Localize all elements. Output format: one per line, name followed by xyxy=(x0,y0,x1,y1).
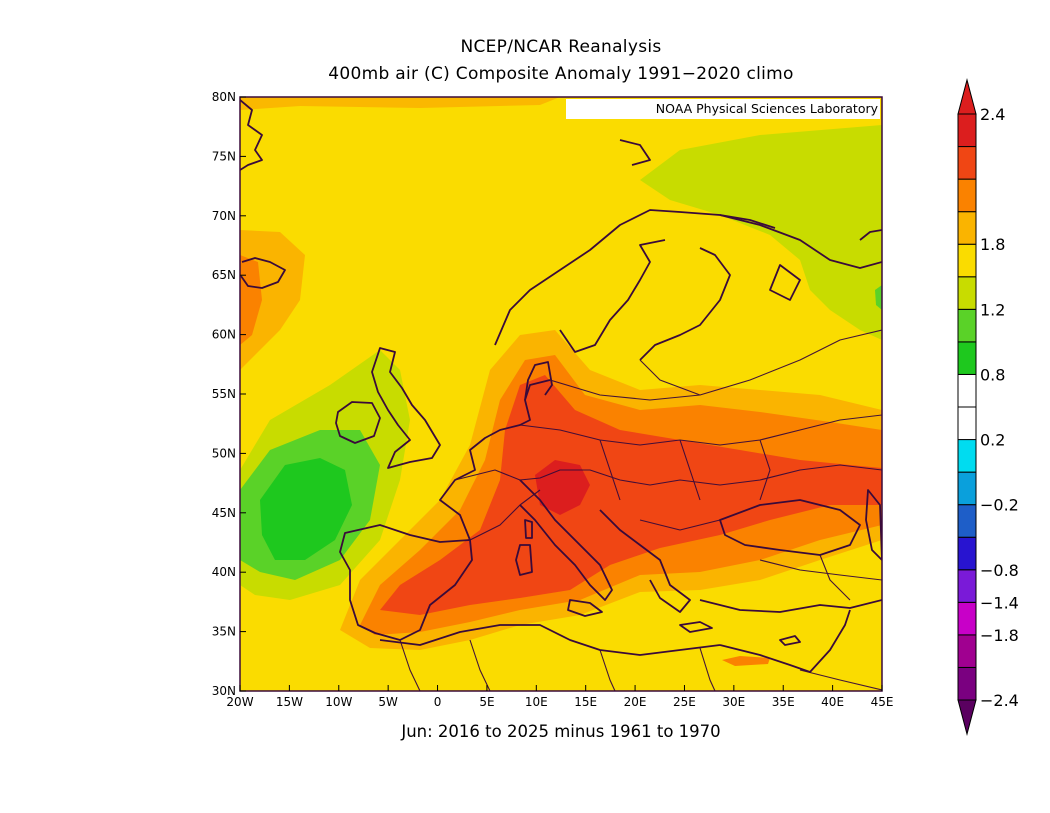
credit-label: NOAA Physical Sciences Laboratory xyxy=(656,101,879,116)
colorbar-label: 1.8 xyxy=(980,235,1005,254)
credit-box xyxy=(566,99,880,119)
country-borders xyxy=(399,329,882,691)
colorbar-swatch xyxy=(957,113,977,148)
colorbar-label: 2.4 xyxy=(980,105,1005,124)
lon-tick-label: 15W xyxy=(276,695,303,709)
colorbar-swatch xyxy=(957,276,977,310)
lon-tick-label: 5E xyxy=(479,695,494,709)
lon-tick-label: 10W xyxy=(325,695,352,709)
lon-tick-label: 0 xyxy=(434,695,442,709)
colorbar-swatch xyxy=(957,243,977,278)
coastlines xyxy=(240,99,882,673)
caption: Jun: 2016 to 2025 minus 1961 to 1970 xyxy=(400,722,720,741)
colorbar-swatch xyxy=(957,471,977,506)
colorbar-label: −0.2 xyxy=(980,496,1019,515)
lat-tick-label: 65N xyxy=(212,268,236,282)
lon-tick-label: 20W xyxy=(226,695,253,709)
lon-tick-label: 15E xyxy=(574,695,597,709)
lon-tick-label: 40E xyxy=(821,695,844,709)
colorbar-swatch xyxy=(957,666,977,701)
lat-tick-label: 70N xyxy=(212,209,236,223)
colorbar-label: 0.8 xyxy=(980,365,1005,384)
colorbar-swatch xyxy=(957,308,977,343)
colorbar-swatch xyxy=(957,146,977,180)
lat-tick-label: 55N xyxy=(212,387,236,401)
chart-title: NCEP/NCAR Reanalysis xyxy=(460,37,662,57)
colorbar-swatch xyxy=(957,341,977,375)
lat-tick-label: 50N xyxy=(212,446,236,460)
lon-tick-label: 25E xyxy=(673,695,696,709)
colorbar-top-arrow xyxy=(957,78,977,115)
colorbar-swatch xyxy=(957,178,977,213)
colorbar-swatch xyxy=(957,504,977,538)
colorbar-label: 1.2 xyxy=(980,300,1005,319)
colorbar-swatch xyxy=(957,211,977,245)
lon-tick-label: 35E xyxy=(772,695,795,709)
colorbar-label: −1.8 xyxy=(980,626,1019,645)
axis-ticks: 30N 35N 40N 45N 50N 55N 60N 65N 70N 75N 80N 20W 15W 1… xyxy=(212,90,894,709)
lat-tick-label: 35N xyxy=(212,625,236,639)
chart-subtitle: 400mb air (C) Composite Anomaly 1991−202… xyxy=(328,64,794,84)
filled-contours xyxy=(240,97,882,691)
colorbar-bottom-arrow xyxy=(957,699,977,736)
colorbar-swatch xyxy=(957,439,977,473)
colorbar-label: −0.8 xyxy=(980,561,1019,580)
lon-tick-label: 10E xyxy=(525,695,548,709)
colorbar-label: −1.4 xyxy=(980,593,1019,612)
lat-tick-label: 80N xyxy=(212,90,236,104)
lat-tick-label: 40N xyxy=(212,565,236,579)
colorbar-swatch xyxy=(957,569,977,603)
colorbar-swatch xyxy=(957,536,977,571)
colorbar-swatch xyxy=(957,373,977,408)
colorbar-swatch xyxy=(957,601,977,636)
lon-tick-label: 20E xyxy=(624,695,647,709)
lat-tick-label: 75N xyxy=(212,149,236,163)
colorbar-label: 0.2 xyxy=(980,431,1005,450)
lon-tick-label: 30E xyxy=(722,695,745,709)
colorbar: 2.4 1.8 1.2 0.8 0.2 −0.2 −0.8 −1.4 −1.8 −2.4 xyxy=(957,78,1019,736)
lat-tick-label: 45N xyxy=(212,506,236,520)
lon-tick-label: 45E xyxy=(871,695,894,709)
lon-tick-label: 5W xyxy=(378,695,398,709)
colorbar-swatch xyxy=(957,406,977,441)
lat-tick-label: 30N xyxy=(212,684,236,698)
contour-bands xyxy=(240,97,882,666)
colorbar-swatch xyxy=(957,634,977,668)
colorbar-label: −2.4 xyxy=(980,691,1019,710)
lat-tick-label: 60N xyxy=(212,328,236,342)
